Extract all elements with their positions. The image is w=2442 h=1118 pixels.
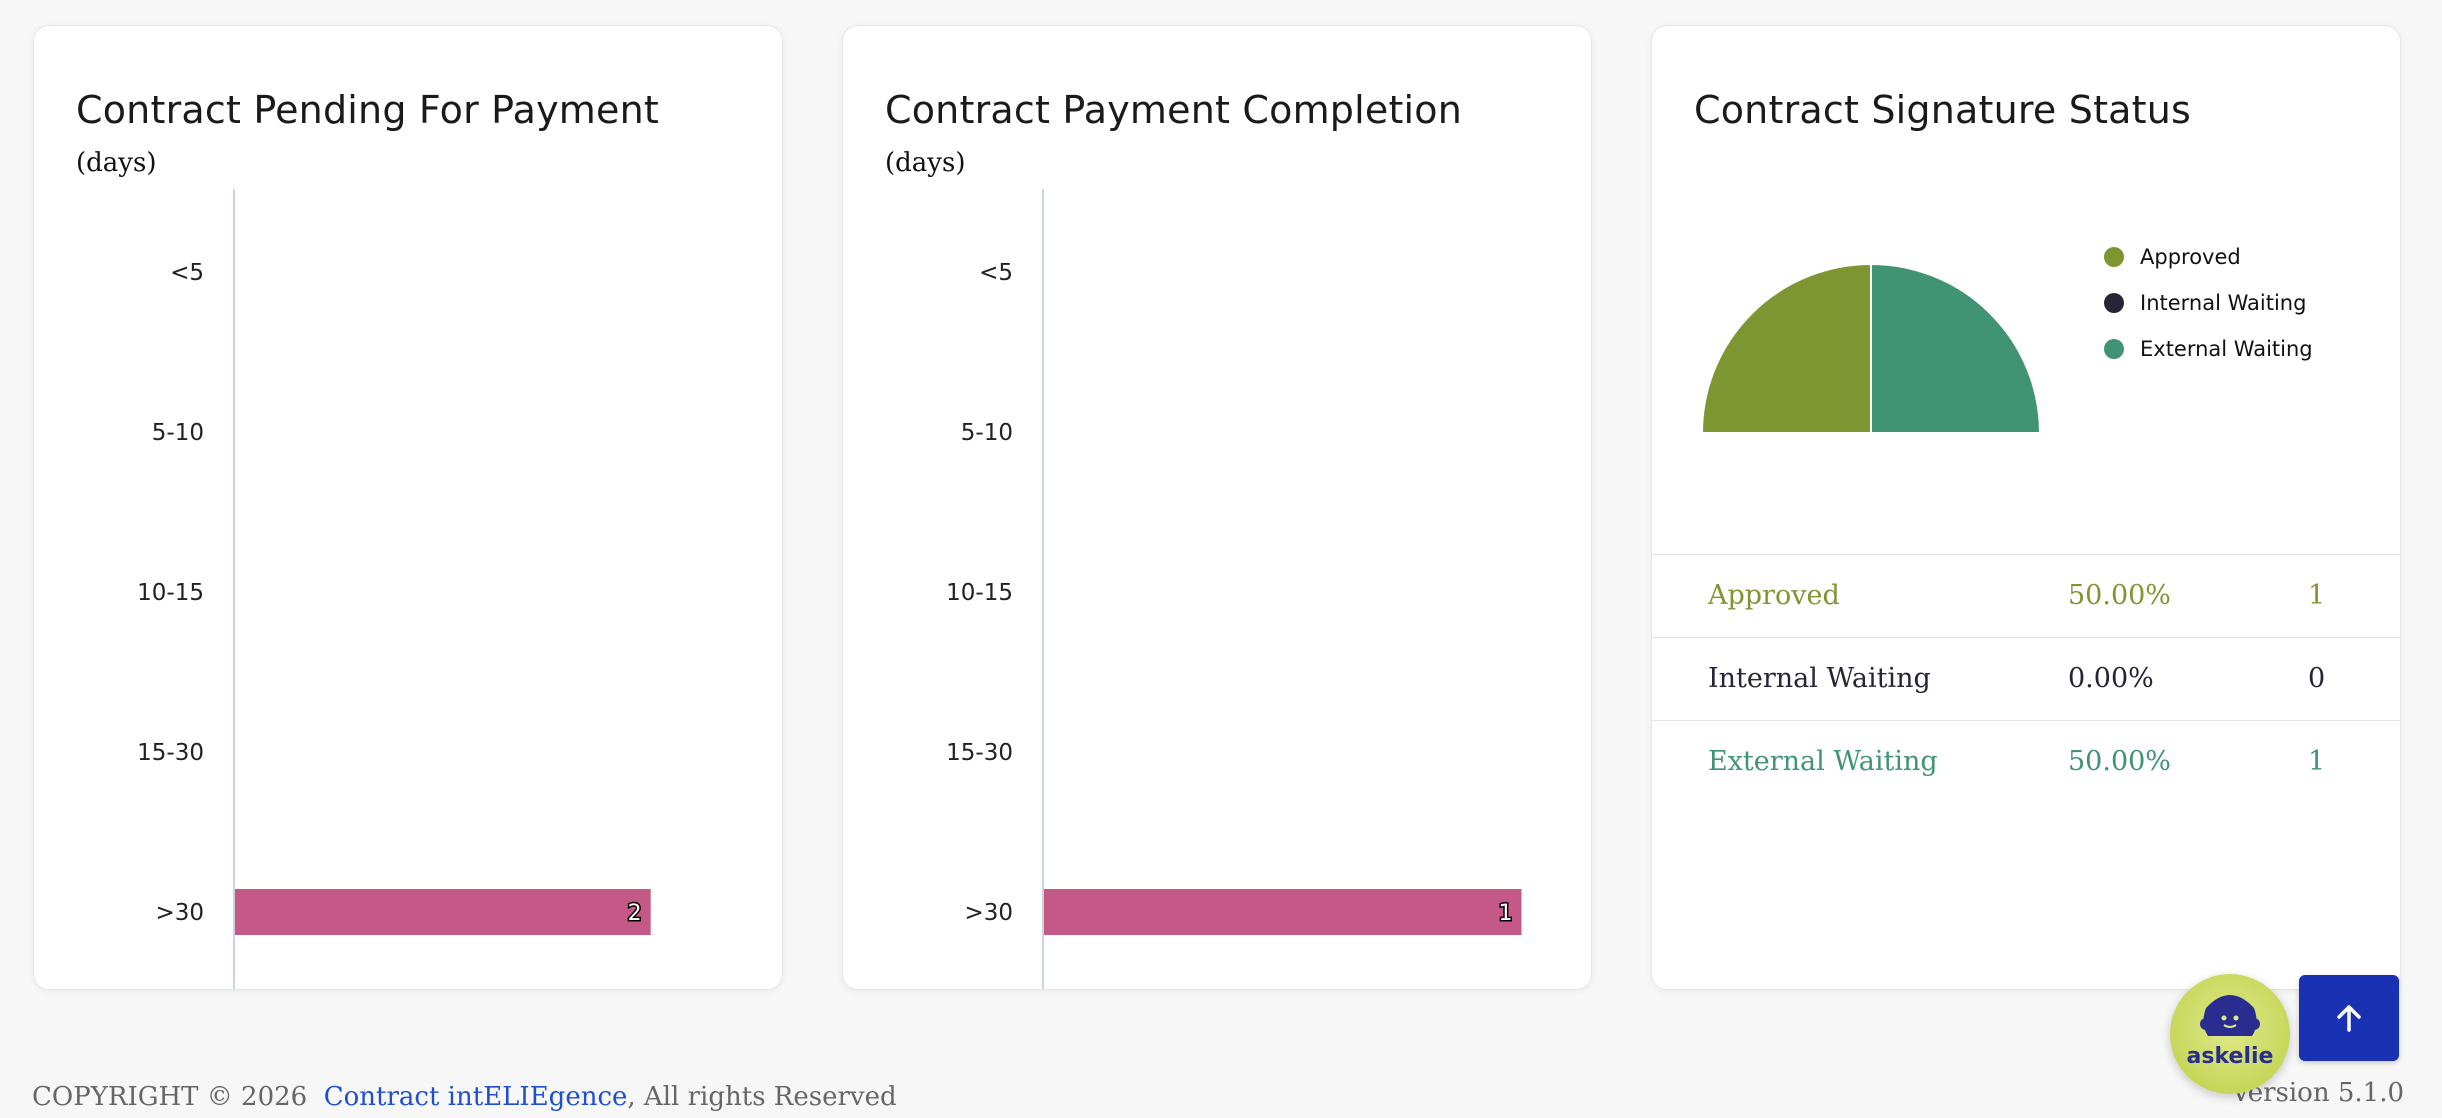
legend-item[interactable]: Approved [2104, 234, 2313, 280]
legend-dot [2104, 293, 2124, 313]
card-title: Contract Signature Status [1694, 88, 2192, 132]
y-tick-label: >30 [964, 900, 1013, 926]
table-row: External Waiting 50.00% 1 [1652, 720, 2400, 803]
legend-dot [2104, 339, 2124, 359]
signature-status-table: Approved 50.00% 1 Internal Waiting 0.00%… [1652, 554, 2400, 803]
table-row: Approved 50.00% 1 [1652, 554, 2400, 637]
status-count: 1 [2308, 580, 2326, 611]
footer-copyright: COPYRIGHT © 2026 Contract intELIEgence, … [32, 1082, 897, 1112]
signature-status-card: Contract Signature Status Approved Inter… [1651, 25, 2401, 990]
askelie-label: askelie [2186, 1044, 2274, 1069]
legend-item[interactable]: Internal Waiting [2104, 280, 2313, 326]
status-name: Approved [1708, 580, 1840, 611]
card-subtitle: (days) [76, 148, 157, 178]
card-subtitle: (days) [885, 148, 966, 178]
y-tick-label: <5 [170, 260, 204, 286]
bar[interactable] [235, 889, 651, 935]
legend-label: Internal Waiting [2140, 291, 2307, 315]
bar-value-label: 1 [1498, 901, 1512, 926]
y-tick-label: 10-15 [946, 580, 1013, 606]
legend-label: Approved [2140, 245, 2241, 269]
y-tick-label: 10-15 [137, 580, 204, 606]
card-title: Contract Payment Completion [885, 88, 1463, 132]
copyright-text: COPYRIGHT © 2026 [32, 1082, 308, 1112]
signature-status-pie [1700, 262, 2042, 434]
bar[interactable] [1044, 889, 1522, 935]
status-percentage: 50.00% [2068, 746, 2171, 777]
legend-label: External Waiting [2140, 337, 2313, 361]
pie-slice[interactable] [1700, 262, 1872, 434]
pending-payment-card: Contract Pending For Payment (days) <5 5-… [33, 25, 783, 990]
askelie-avatar-icon [2200, 995, 2260, 1036]
status-count: 1 [2308, 746, 2326, 777]
status-name: External Waiting [1708, 746, 1938, 777]
status-percentage: 0.00% [2068, 663, 2154, 694]
status-count: 0 [2308, 663, 2326, 694]
bar-value-label: 2 [628, 901, 642, 926]
y-tick-label: 15-30 [137, 740, 204, 766]
table-row: Internal Waiting 0.00% 0 [1652, 637, 2400, 720]
status-percentage: 50.00% [2068, 580, 2171, 611]
askelie-assistant-button[interactable]: askelie [2170, 974, 2290, 1094]
status-name: Internal Waiting [1708, 663, 1931, 694]
y-tick-label: >30 [155, 900, 204, 926]
y-tick-label: 5-10 [961, 420, 1013, 446]
pie-slice[interactable] [1870, 262, 2042, 434]
arrow-up-icon [2337, 1005, 2361, 1032]
legend-item[interactable]: External Waiting [2104, 326, 2313, 372]
rights-text: , All rights Reserved [627, 1082, 897, 1112]
payment-completion-card: Contract Payment Completion (days) <5 5-1… [842, 25, 1592, 990]
pending-payment-chart: <5 5-10 10-15 15-30 >30 2 [137, 189, 651, 989]
card-title: Contract Pending For Payment [76, 88, 659, 132]
y-tick-label: 15-30 [946, 740, 1013, 766]
y-tick-label: 5-10 [152, 420, 204, 446]
legend-dot [2104, 247, 2124, 267]
pie-legend: Approved Internal Waiting External Waiti… [2104, 234, 2313, 372]
brand-link[interactable]: Contract intELIEgence [323, 1082, 628, 1112]
y-tick-label: <5 [979, 260, 1013, 286]
scroll-top-button[interactable] [2299, 975, 2399, 1061]
payment-completion-chart: <5 5-10 10-15 15-30 >30 1 [946, 189, 1522, 989]
